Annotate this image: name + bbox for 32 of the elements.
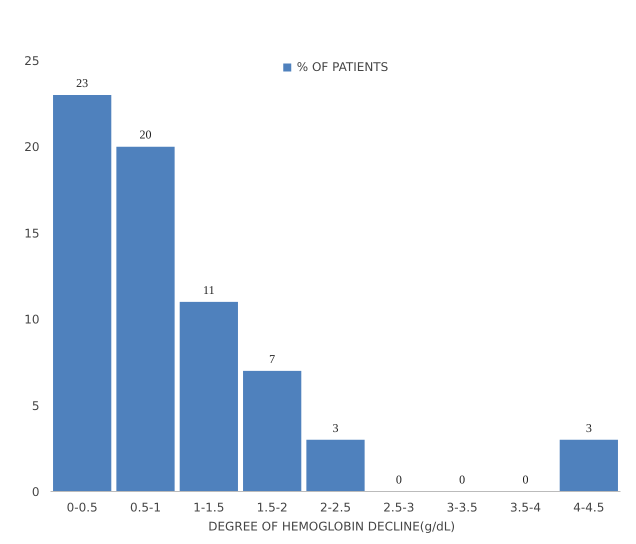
y-tick-label: 0: [32, 485, 40, 499]
x-tick-label: 0.5-1: [130, 500, 162, 514]
x-tick-label: 1.5-2: [256, 500, 288, 514]
data-label: 0: [459, 472, 466, 486]
y-tick-label: 20: [24, 140, 40, 154]
y-tick-label: 25: [24, 54, 40, 68]
data-label: 11: [203, 282, 215, 297]
x-tick-label: 3-3.5: [446, 500, 478, 514]
y-tick-label: 15: [24, 226, 40, 240]
x-tick-label: 3.5-4: [510, 500, 542, 514]
x-tick-label: 2.5-3: [383, 500, 414, 514]
data-label: 0: [522, 472, 528, 486]
bar: [306, 440, 365, 492]
bar: [116, 146, 175, 492]
legend-label: % OF PATIENTS: [296, 60, 388, 74]
bar: [243, 370, 302, 492]
data-label: 7: [269, 352, 276, 366]
x-tick-label: 0-0.5: [66, 500, 98, 514]
x-tick-label: 2-2.5: [320, 500, 352, 514]
bar: [560, 440, 618, 492]
x-tick-label: 4-4.5: [573, 500, 604, 514]
data-label: 3: [586, 420, 592, 435]
bar: [180, 302, 238, 492]
data-label: 0: [396, 472, 402, 486]
y-tick-label: 5: [32, 398, 40, 413]
y-tick-label: 10: [24, 312, 40, 327]
data-label: 20: [140, 128, 152, 142]
bar: [53, 94, 112, 492]
x-axis-title: DEGREE OF HEMOGLOBIN DECLINE(g/dL): [208, 520, 456, 534]
data-label: 3: [332, 420, 338, 435]
data-label: 23: [76, 76, 88, 90]
x-tick-label: 1-1.5: [193, 500, 224, 514]
